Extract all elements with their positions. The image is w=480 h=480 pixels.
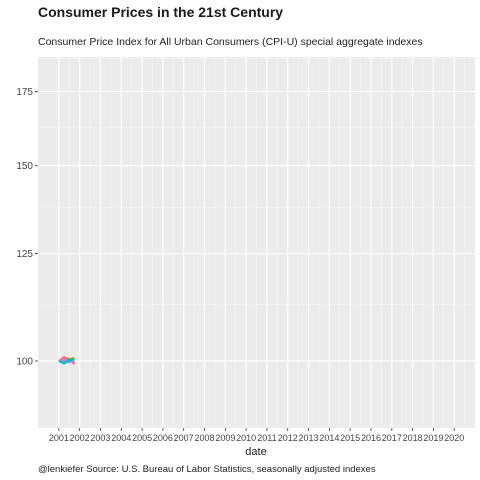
x-axis: 2001 2002 2003 2004 2005 2006 2007 2008 2009 2010… [49,428,464,443]
x-tick-label: 2019 [423,433,443,443]
x-tick-label: 2018 [403,433,423,443]
x-tick-label: 2012 [278,433,298,443]
chart-subtitle: Consumer Price Index for All Urban Consu… [38,24,423,84]
series-line-4 [58,358,75,364]
y-axis: 100 125 150 175 [16,87,38,367]
series-layer [58,356,76,366]
x-axis-title: date [245,446,266,458]
x-tick-label: 2002 [70,433,90,443]
x-tick-label: 2011 [257,433,276,443]
y-tick-label: 150 [16,161,33,172]
x-tick-label: 2003 [90,433,110,443]
grid-minor [38,57,475,428]
series-line-3 [58,357,75,364]
chart-caption: @lenkiefer Source: U.S. Bureau of Labor … [38,464,376,475]
x-tick-label: 2004 [111,433,131,443]
x-tick-label: 2013 [299,433,319,443]
x-tick-label: 2001 [49,433,69,443]
x-tick-label: 2017 [382,433,402,443]
x-tick-label: 2008 [194,433,214,443]
x-tick-label: 2014 [319,433,339,443]
x-tick-label: 2007 [174,433,194,443]
y-tick-label: 125 [16,249,33,260]
plot-panel [38,57,475,428]
chart-subtitle-line: log scale, Jan 2001=100 [38,60,153,72]
x-tick-label: 2015 [340,433,360,443]
chart-title: Consumer Prices in the 21st Century [38,4,284,20]
series-line-1 [58,357,75,364]
x-tick-label: 2006 [153,433,173,443]
x-tick-label: 2016 [361,433,381,443]
x-tick-label: 2010 [236,433,256,443]
series-line-5 [58,357,75,365]
y-tick-label: 100 [16,356,33,367]
grid-major [38,57,475,428]
x-tick-label: 2009 [215,433,235,443]
y-tick-label: 175 [16,87,33,98]
x-tick-label: 2005 [132,433,152,443]
series-line-2 [58,356,76,366]
x-tick-label: 2020 [444,433,464,443]
chart-subtitle-line: Consumer Price Index for All Urban Consu… [38,36,423,48]
